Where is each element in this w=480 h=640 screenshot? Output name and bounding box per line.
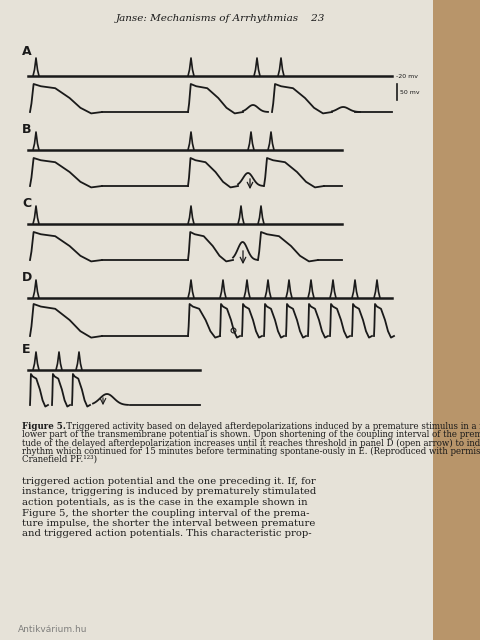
Text: instance, triggering is induced by prematurely stimulated: instance, triggering is induced by prema…	[22, 488, 316, 497]
Text: tude of the delayed afterdepolarization increases until it reaches threshold in : tude of the delayed afterdepolarization …	[22, 438, 480, 447]
Text: rhythm which continued for 15 minutes before terminating spontane-ously in E. (R: rhythm which continued for 15 minutes be…	[22, 447, 480, 456]
Text: 50 mv: 50 mv	[400, 90, 420, 95]
Text: Cranefield PF.¹²³): Cranefield PF.¹²³)	[22, 455, 97, 464]
Bar	[432, 0, 480, 640]
Text: triggered action potential and the one preceding it. If, for: triggered action potential and the one p…	[22, 477, 316, 486]
Text: D: D	[22, 271, 32, 284]
Text: Antikvárium.hu: Antikvárium.hu	[18, 625, 87, 634]
Text: C: C	[22, 197, 31, 210]
Text: Figure 5.: Figure 5.	[22, 422, 66, 431]
Text: A: A	[22, 45, 32, 58]
Text: action potentials, as is the case in the example shown in: action potentials, as is the case in the…	[22, 498, 308, 507]
Text: lower part of the transmembrane potential is shown. Upon shortening of the coupl: lower part of the transmembrane potentia…	[22, 430, 480, 439]
Text: B: B	[22, 123, 32, 136]
Text: E: E	[22, 343, 31, 356]
Text: Triggered activity based on delayed afterdepolarizations induced by a premature : Triggered activity based on delayed afte…	[58, 422, 480, 431]
Text: ture impulse, the shorter the interval between premature: ture impulse, the shorter the interval b…	[22, 519, 315, 528]
Text: Figure 5, the shorter the coupling interval of the prema-: Figure 5, the shorter the coupling inter…	[22, 509, 310, 518]
Text: -20 mv: -20 mv	[396, 74, 418, 79]
Text: and triggered action potentials. This characteristic prop-: and triggered action potentials. This ch…	[22, 529, 312, 538]
Text: Janse: Mechanisms of Arrhythmias    23: Janse: Mechanisms of Arrhythmias 23	[115, 14, 324, 23]
